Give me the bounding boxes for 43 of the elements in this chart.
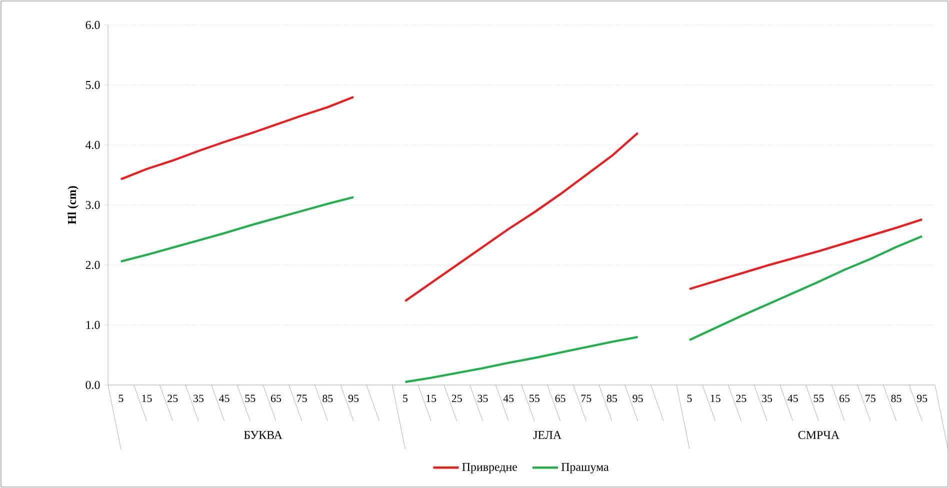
x-tick-label: 55 xyxy=(814,394,824,402)
x-tick-label: 5 xyxy=(687,394,692,402)
legend-label: Привредне xyxy=(462,462,518,474)
x-tick-label: 35 xyxy=(762,394,772,402)
y-tick-label: 3.0 xyxy=(86,200,100,210)
x-tick-label: 65 xyxy=(270,394,282,402)
x-tick-label: 95 xyxy=(348,394,359,402)
x-tick-label: 95 xyxy=(632,394,643,402)
x-tick-label: 15 xyxy=(426,394,436,402)
x-tick-label: 85 xyxy=(322,394,333,402)
x-tick-label: 25 xyxy=(452,394,462,402)
x-tick-label: 5 xyxy=(118,394,124,402)
y-tick-label: 0.0 xyxy=(86,380,100,390)
x-tick-label: 35 xyxy=(478,394,488,402)
text: СМРЧА xyxy=(798,430,840,440)
x-tick-label: 45 xyxy=(503,394,514,402)
x-tick-label: 65 xyxy=(555,394,566,402)
y-tick-label: 1.0 xyxy=(86,320,100,330)
x-tick-label: 65 xyxy=(840,394,850,402)
x-tick-label: 35 xyxy=(194,394,204,402)
y-tick-label: 5.0 xyxy=(86,80,100,90)
y-tick-label: 4.0 xyxy=(86,140,100,150)
x-tick-label: 75 xyxy=(297,394,307,402)
x-tick-label: 15 xyxy=(142,394,152,402)
x-tick-label: 15 xyxy=(710,394,720,402)
x-tick-label: 5 xyxy=(403,394,408,402)
y-axis-title: Hl (cm) xyxy=(68,186,78,224)
x-tick-label: 55 xyxy=(530,394,540,402)
x-tick-label: 85 xyxy=(606,394,618,402)
text: БУКВА xyxy=(244,430,282,439)
x-tick-label: 25 xyxy=(168,394,178,402)
x-tick-label: 45 xyxy=(788,394,798,402)
x-tick-label: 75 xyxy=(581,394,592,402)
x-tick-label: 25 xyxy=(736,394,746,402)
y-tick-label: 6.0 xyxy=(86,20,100,30)
x-tick-label: 95 xyxy=(916,394,928,402)
x-tick-label: 45 xyxy=(219,394,230,402)
x-tick-label: 75 xyxy=(866,394,876,402)
x-tick-label: 85 xyxy=(891,394,902,402)
text: ЈЕЛА xyxy=(533,430,562,439)
y-tick-label: 2.0 xyxy=(86,260,100,270)
legend-label: Прашума xyxy=(561,462,609,474)
x-tick-label: 55 xyxy=(245,394,256,402)
